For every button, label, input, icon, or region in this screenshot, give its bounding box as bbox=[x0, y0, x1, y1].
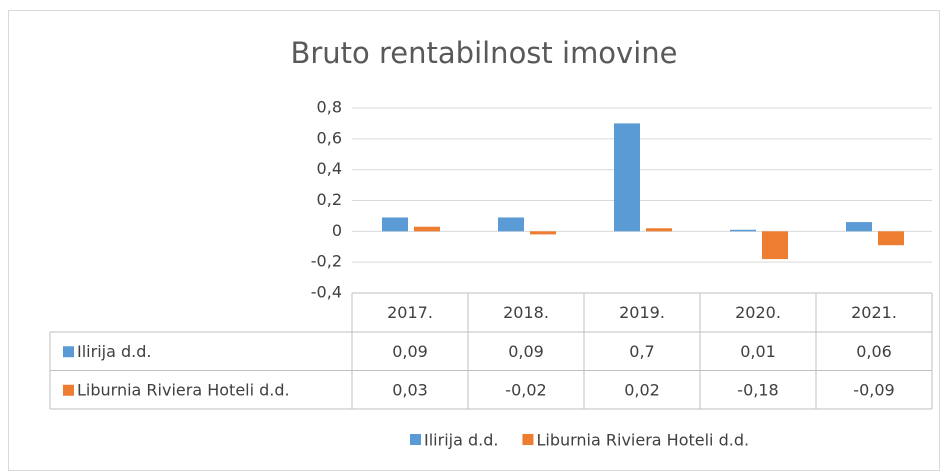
bar bbox=[530, 231, 556, 235]
legend-label: Ilirija d.d. bbox=[424, 431, 498, 450]
table-value: 0,09 bbox=[508, 342, 544, 361]
y-tick-label: 0,4 bbox=[317, 159, 342, 178]
bar bbox=[614, 123, 640, 232]
legend-key bbox=[410, 434, 421, 445]
table-value: 0,7 bbox=[629, 342, 654, 361]
bar bbox=[414, 226, 440, 232]
table-series-name: Ilirija d.d. bbox=[77, 342, 151, 361]
table-value: 0,01 bbox=[740, 342, 776, 361]
bar bbox=[382, 217, 408, 232]
table-value: 0,03 bbox=[392, 380, 428, 399]
y-tick-label: 0,8 bbox=[317, 98, 342, 117]
x-tick-label: 2020. bbox=[735, 303, 781, 322]
table-legend-key bbox=[63, 384, 74, 396]
table-series-name: Liburnia Riviera Hoteli d.d. bbox=[77, 380, 290, 399]
table-value: -0,02 bbox=[505, 380, 546, 399]
bar bbox=[498, 217, 524, 232]
x-tick-label: 2019. bbox=[619, 303, 665, 322]
chart-title: Bruto rentabilnost imovine bbox=[290, 36, 677, 70]
table-value: -0,18 bbox=[737, 380, 778, 399]
bar bbox=[762, 231, 788, 260]
bar bbox=[646, 228, 672, 232]
x-tick-label: 2018. bbox=[503, 303, 549, 322]
legend-key bbox=[522, 434, 534, 445]
chart-border bbox=[8, 10, 940, 471]
x-tick-label: 2017. bbox=[387, 303, 433, 322]
bar bbox=[846, 222, 872, 232]
table-value: -0,09 bbox=[853, 380, 894, 399]
y-tick-label: 0,6 bbox=[317, 128, 342, 147]
legend-label: Liburnia Riviera Hoteli d.d. bbox=[536, 431, 749, 450]
y-tick-label: -0,4 bbox=[311, 283, 342, 302]
table-value: 0,02 bbox=[624, 380, 660, 399]
y-tick-label: 0 bbox=[332, 221, 342, 240]
table-value: 0,06 bbox=[856, 342, 892, 361]
x-tick-label: 2021. bbox=[851, 303, 897, 322]
table-value: 0,09 bbox=[392, 342, 428, 361]
bar bbox=[730, 229, 756, 232]
table-legend-key bbox=[63, 346, 74, 358]
y-tick-label: -0,2 bbox=[311, 252, 342, 271]
bar bbox=[878, 231, 904, 246]
y-tick-label: 0,2 bbox=[317, 190, 342, 209]
